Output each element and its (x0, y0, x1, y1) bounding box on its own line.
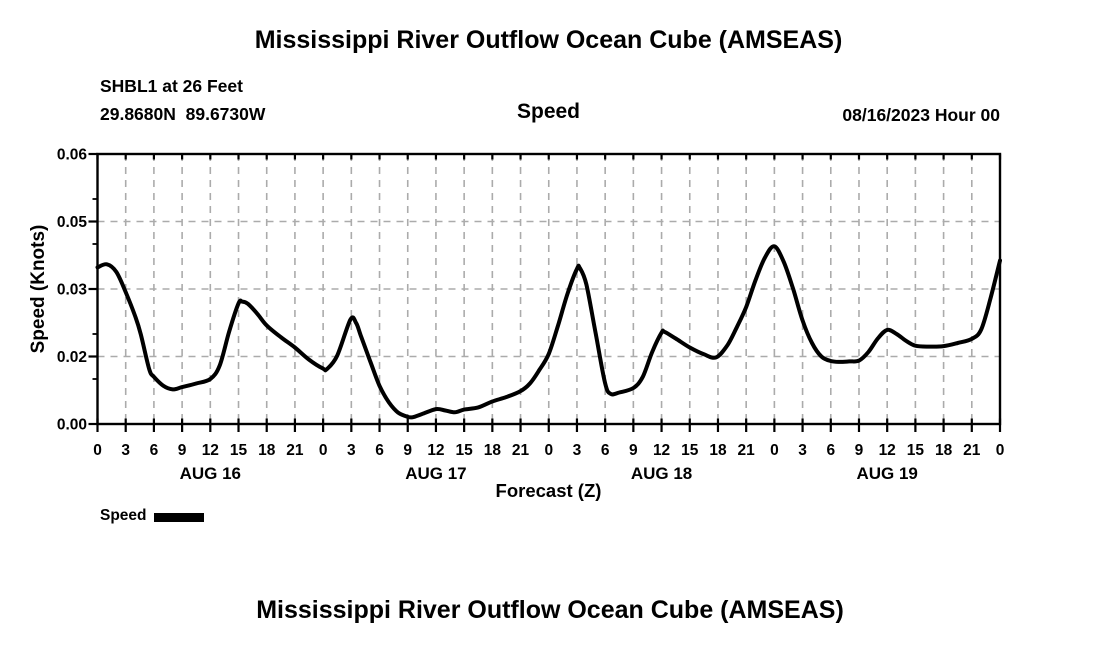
y-tick-labels: 0.00 0.02 0.03 0.05 0.06 (57, 147, 88, 434)
svg-text:9: 9 (403, 442, 412, 459)
svg-text:18: 18 (258, 442, 276, 459)
svg-text:AUG 17: AUG 17 (405, 464, 466, 483)
svg-text:AUG 19: AUG 19 (856, 464, 917, 483)
svg-text:AUG 18: AUG 18 (631, 464, 692, 483)
svg-text:15: 15 (681, 442, 699, 459)
svg-text:3: 3 (121, 442, 130, 459)
svg-text:9: 9 (855, 442, 864, 459)
svg-text:12: 12 (653, 442, 670, 459)
svg-text:3: 3 (798, 442, 807, 459)
svg-text:0.02: 0.02 (57, 349, 87, 366)
legend-label: Speed (100, 507, 147, 524)
svg-text:AUG 16: AUG 16 (180, 464, 241, 483)
svg-text:6: 6 (375, 442, 384, 459)
svg-text:18: 18 (484, 442, 502, 459)
svg-text:9: 9 (629, 442, 638, 459)
svg-text:18: 18 (709, 442, 727, 459)
svg-text:21: 21 (738, 442, 756, 459)
svg-text:6: 6 (150, 442, 159, 459)
x-tick-labels: 0 3 6 9 12 15 18 21 0 3 6 9 12 15 18 21 0 3 6 9 12 15 18 21 0 3 6 9… (93, 442, 1004, 459)
svg-text:21: 21 (512, 442, 530, 459)
station-label: SHBL1 at 26 Feet (100, 76, 243, 96)
speed-curve (95, 244, 1002, 420)
svg-text:9: 9 (178, 442, 187, 459)
legend-line-swatch (153, 513, 204, 522)
svg-text:0.00: 0.00 (57, 417, 87, 434)
run-datetime-label: 08/16/2023 Hour 00 (842, 105, 1000, 125)
svg-text:21: 21 (963, 442, 981, 459)
svg-text:0: 0 (93, 442, 102, 459)
svg-text:0: 0 (544, 442, 553, 459)
legend: Speed (100, 507, 204, 525)
svg-text:0.03: 0.03 (57, 282, 88, 299)
svg-text:0.05: 0.05 (57, 214, 88, 231)
svg-text:12: 12 (427, 442, 444, 459)
svg-text:15: 15 (230, 442, 248, 459)
bottom-chart-title: Mississippi River Outflow Ocean Cube (AM… (256, 596, 844, 624)
svg-text:15: 15 (907, 442, 925, 459)
panel-title: Speed (516, 100, 581, 123)
svg-text:21: 21 (286, 442, 304, 459)
svg-text:12: 12 (879, 442, 896, 459)
svg-text:18: 18 (935, 442, 953, 459)
svg-text:3: 3 (573, 442, 582, 459)
svg-text:0: 0 (319, 442, 328, 459)
x-day-labels: AUG 16 AUG 17 AUG 18 AUG 19 (180, 464, 918, 483)
x-axis-title: Forecast (Z) (495, 480, 602, 501)
svg-text:12: 12 (202, 442, 219, 459)
svg-text:6: 6 (826, 442, 835, 459)
tick-marks (88, 152, 1002, 432)
svg-text:0: 0 (996, 442, 1005, 459)
grid-lines (97, 154, 1000, 424)
coordinates-label: 29.8680N 89.6730W (100, 104, 266, 124)
svg-text:0.06: 0.06 (57, 147, 88, 164)
chart-title: Mississippi River Outflow Ocean Cube (AM… (254, 26, 843, 54)
svg-text:0: 0 (770, 442, 779, 459)
svg-text:6: 6 (601, 442, 610, 459)
y-axis-title: Speed (Knots) (28, 224, 49, 354)
svg-text:15: 15 (456, 442, 474, 459)
svg-text:3: 3 (347, 442, 356, 459)
